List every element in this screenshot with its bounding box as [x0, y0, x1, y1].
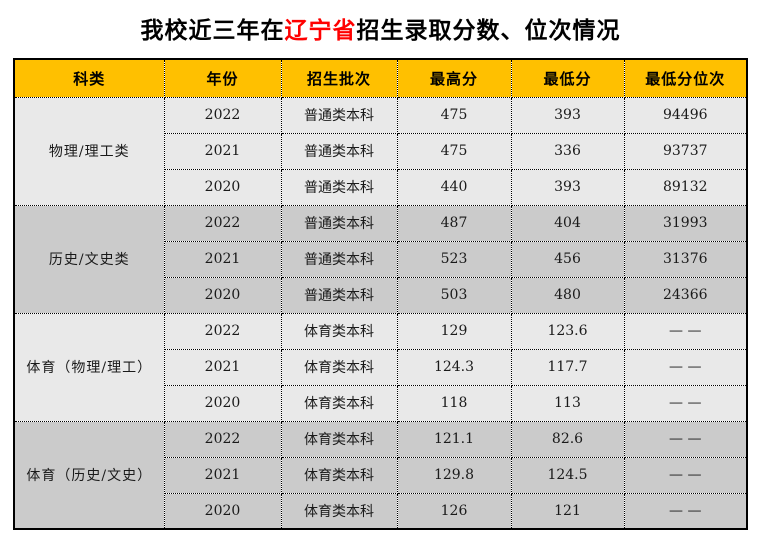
col-header-year: 年份: [163, 58, 282, 98]
cell-year: 2020: [163, 492, 282, 530]
cell-batch: 体育类本科: [280, 348, 398, 386]
cell-min-score: 123.6: [510, 312, 625, 350]
cell-max-score: 124.3: [396, 348, 512, 386]
cell-batch: 普通类本科: [280, 240, 398, 278]
table-row: 2021 普通类本科 475 336 93737: [14, 132, 748, 170]
table-row: 2021 体育类本科 129.8 124.5— —: [14, 456, 748, 494]
header-row: 科类 年份 招生批次 最高分 最低分 最低分位次: [13, 58, 748, 98]
cell-min-rank: — —: [623, 312, 748, 350]
category-cell: 体育（物理/理工）: [13, 312, 165, 422]
cell-year: 2022: [163, 96, 282, 134]
table-row: 2021 体育类本科 124.3 117.7— —: [14, 348, 748, 386]
cell-min-rank: 94496: [623, 96, 748, 134]
cell-max-score: 118: [396, 384, 512, 422]
cell-max-score: 126: [396, 492, 512, 530]
admission-score-table: 科类 年份 招生批次 最高分 最低分 最低分位次 物理/理工类 2022 普通类本科…: [13, 58, 748, 530]
category-cell: 物理/理工类: [13, 96, 165, 206]
cell-year: 2020: [163, 276, 282, 314]
cell-min-score: 113: [510, 384, 625, 422]
cell-max-score: 475: [396, 96, 512, 134]
col-header-min-rank: 最低分位次: [623, 58, 748, 98]
table-row: 2020 普通类本科 440 393 89132: [14, 168, 748, 206]
cell-min-rank: 31993: [623, 204, 748, 242]
table-row: 历史/文史类 2022 普通类本科 487 404 31993: [13, 204, 748, 314]
cell-min-rank: — —: [623, 492, 748, 530]
cell-min-rank: — —: [623, 384, 748, 422]
cell-year: 2021: [163, 456, 282, 494]
cell-min-rank: 89132: [623, 168, 748, 206]
title-suffix: 招生录取分数、位次情况: [356, 17, 621, 43]
cell-min-rank: 93737: [623, 132, 748, 170]
table-row: 体育（历史/文史） 2022 体育类本科 121.1 82.6— —: [13, 420, 748, 530]
table-row: 2020 普通类本科 503 480 24366: [14, 276, 748, 314]
cell-batch: 体育类本科: [280, 384, 398, 422]
title-prefix: 我校近三年在: [140, 17, 285, 43]
cell-min-rank: — —: [623, 420, 748, 458]
cell-min-rank: 24366: [623, 276, 748, 314]
cell-max-score: 503: [396, 276, 512, 314]
title-highlight: 辽宁省: [284, 17, 357, 43]
cell-year: 2022: [163, 420, 282, 458]
cell-batch: 普通类本科: [280, 132, 398, 170]
cell-min-score: 456: [510, 240, 625, 278]
page-title: 我校近三年在辽宁省招生录取分数、位次情况: [0, 15, 761, 45]
cell-year: 2022: [163, 204, 282, 242]
cell-max-score: 129.8: [396, 456, 512, 494]
cell-batch: 体育类本科: [280, 312, 398, 350]
cell-min-score: 393: [510, 96, 625, 134]
cell-min-score: 393: [510, 168, 625, 206]
cell-min-score: 121: [510, 492, 625, 530]
cell-year: 2021: [163, 132, 282, 170]
table-row: 2020 体育类本科 118 113— —: [14, 384, 748, 422]
cell-batch: 体育类本科: [280, 420, 398, 458]
cell-min-score: 117.7: [510, 348, 625, 386]
col-header-batch: 招生批次: [280, 58, 398, 98]
category-cell: 历史/文史类: [13, 204, 165, 314]
cell-max-score: 523: [396, 240, 512, 278]
cell-min-score: 480: [510, 276, 625, 314]
cell-year: 2021: [163, 240, 282, 278]
cell-min-rank: 31376: [623, 240, 748, 278]
cell-year: 2021: [163, 348, 282, 386]
cell-batch: 普通类本科: [280, 276, 398, 314]
table-row: 2020 体育类本科 126 121— —: [14, 492, 748, 530]
category-cell: 体育（历史/文史）: [13, 420, 165, 530]
cell-year: 2020: [163, 168, 282, 206]
cell-min-rank: — —: [623, 456, 748, 494]
cell-min-rank: — —: [623, 348, 748, 386]
col-header-category: 科类: [13, 58, 165, 98]
col-header-min-score: 最低分: [510, 58, 625, 98]
cell-batch: 普通类本科: [280, 204, 398, 242]
cell-min-score: 82.6: [510, 420, 625, 458]
cell-year: 2022: [163, 312, 282, 350]
table-header: 科类 年份 招生批次 最高分 最低分 最低分位次: [13, 58, 748, 98]
cell-max-score: 129: [396, 312, 512, 350]
table-row: 2021 普通类本科 523 456 31376: [14, 240, 748, 278]
table-row: 物理/理工类 2022 普通类本科 475 393 94496: [13, 96, 748, 206]
cell-batch: 普通类本科: [280, 168, 398, 206]
table-row: 体育（物理/理工） 2022 体育类本科 129 123.6— —: [13, 312, 748, 422]
cell-max-score: 475: [396, 132, 512, 170]
cell-year: 2020: [163, 384, 282, 422]
cell-batch: 体育类本科: [280, 456, 398, 494]
cell-min-score: 336: [510, 132, 625, 170]
cell-batch: 普通类本科: [280, 96, 398, 134]
cell-max-score: 487: [396, 204, 512, 242]
cell-max-score: 440: [396, 168, 512, 206]
col-header-max-score: 最高分: [396, 58, 512, 98]
cell-min-score: 404: [510, 204, 625, 242]
cell-min-score: 124.5: [510, 456, 625, 494]
cell-max-score: 121.1: [396, 420, 512, 458]
cell-batch: 体育类本科: [280, 492, 398, 530]
table-body: 物理/理工类 2022 普通类本科 475 393 94496 2021 普通类本科 475 33…: [13, 96, 748, 530]
